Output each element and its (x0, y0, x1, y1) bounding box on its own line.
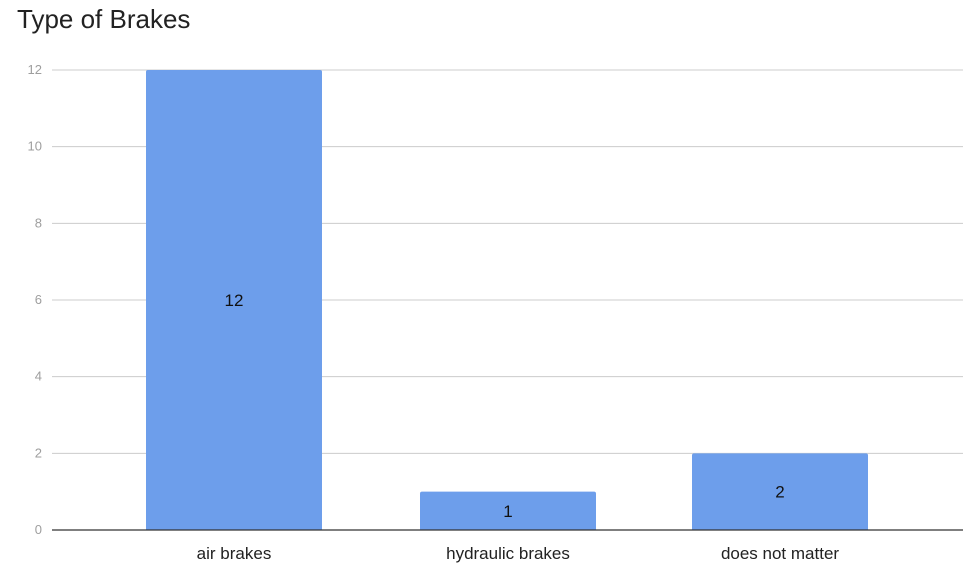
bars (146, 70, 868, 530)
data-label: 12 (225, 291, 244, 310)
bar-hydraulic-brakes (420, 491, 596, 530)
y-axis-ticks: 0 2 4 6 8 10 12 (28, 62, 42, 537)
x-axis-categories: air brakes hydraulic brakes does not matte… (197, 544, 840, 563)
y-tick-label: 10 (28, 139, 42, 154)
y-tick-label: 8 (35, 215, 42, 230)
y-tick-label: 2 (35, 445, 42, 460)
x-category-label: does not matter (721, 544, 839, 563)
bar-air-brakes (146, 70, 322, 530)
y-tick-label: 12 (28, 62, 42, 77)
bar-does-not-matter (692, 453, 868, 530)
y-tick-label: 6 (35, 292, 42, 307)
chart-title: Type of Brakes (17, 4, 191, 34)
data-label: 1 (503, 502, 512, 521)
y-tick-label: 4 (35, 369, 42, 384)
x-category-label: air brakes (197, 544, 272, 563)
data-label: 2 (775, 483, 784, 502)
y-tick-label: 0 (35, 522, 42, 537)
x-category-label: hydraulic brakes (446, 544, 570, 563)
